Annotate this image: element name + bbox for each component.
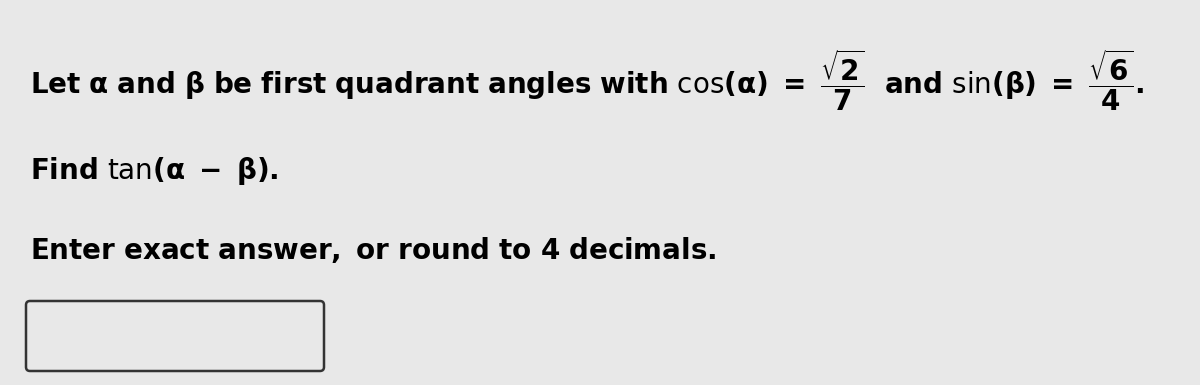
Text: $\bf{Enter\ exact\ answer,\ or\ round\ to\ 4\ decimals.}$: $\bf{Enter\ exact\ answer,\ or\ round\ t… <box>30 235 716 265</box>
Text: $\bf{Let}\ \bf{\alpha}\ \bf{and}\ \bf{\beta}\ \bf{be\ first\ quadrant\ angles\ w: $\bf{Let}\ \bf{\alpha}\ \bf{and}\ \bf{\b… <box>30 48 1145 113</box>
FancyBboxPatch shape <box>26 301 324 371</box>
Text: $\bf{Find\ \tan(\alpha\ -\ \beta).}$: $\bf{Find\ \tan(\alpha\ -\ \beta).}$ <box>30 155 278 187</box>
